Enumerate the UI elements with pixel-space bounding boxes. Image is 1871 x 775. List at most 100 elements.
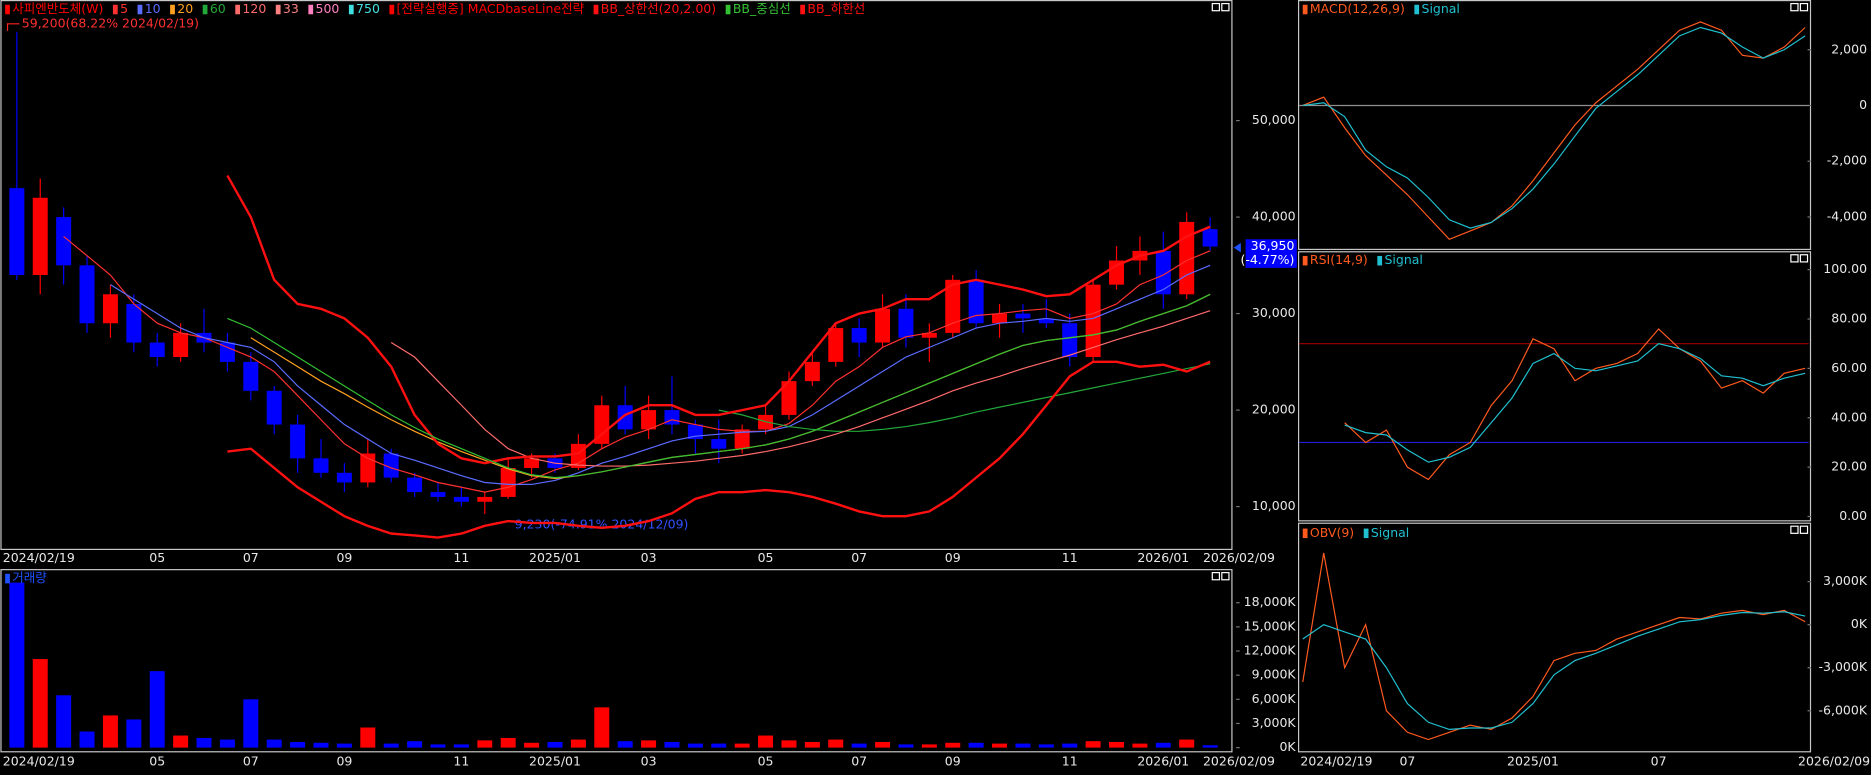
y-tick-label: 10,000 [1252, 498, 1296, 513]
candle-body [968, 279, 984, 324]
candle-body [453, 496, 469, 502]
candle-body [477, 496, 493, 502]
legend-swatch [137, 4, 143, 15]
icon[interactable] [1221, 572, 1230, 581]
volume-bar [266, 739, 282, 748]
volume-bar [945, 742, 961, 748]
legend-swatch [202, 4, 208, 15]
last-change: (-4.77%) [1240, 252, 1294, 267]
candle-body [290, 424, 306, 459]
line-series [718, 363, 1211, 432]
last-price: 36,950 [1251, 238, 1295, 253]
volume-bar [56, 695, 72, 748]
x-tick-label: 11 [1062, 753, 1078, 768]
candle-body [313, 458, 329, 473]
volume-bar [500, 737, 516, 748]
legend-label: 10 [145, 1, 161, 16]
y-tick-label: 100.00 [1823, 261, 1867, 276]
volume-bar [781, 740, 797, 748]
volume-bar [383, 743, 399, 748]
volume-bar [1179, 739, 1195, 748]
line-series [1302, 552, 1806, 741]
legend-swatch [1377, 255, 1383, 266]
volume-bar [617, 741, 633, 748]
obv-panel [1298, 522, 1812, 753]
rsi-panel [1298, 251, 1812, 522]
icon[interactable] [1790, 254, 1799, 263]
x-tick-label: 2026/01 [1137, 550, 1189, 565]
volume-bar [921, 744, 937, 748]
legend-swatch [1302, 255, 1308, 266]
y-tick-label: -3,000K [1819, 659, 1868, 674]
candle-body [617, 405, 633, 430]
volume-bar [570, 739, 586, 748]
price-box [1245, 239, 1297, 268]
icon[interactable] [1790, 525, 1799, 534]
icon[interactable] [1799, 525, 1809, 534]
candle-body [875, 308, 891, 343]
x-tick-label: 2024/02/19 [3, 753, 75, 768]
icon[interactable] [1790, 2, 1799, 12]
y-tick-label: 2,000 [1831, 41, 1867, 56]
y-tick-label: 50,000 [1252, 112, 1296, 127]
y-tick-label: 0K [1851, 616, 1868, 631]
candle-body [219, 342, 235, 362]
x-tick-label: 07 [1651, 753, 1667, 768]
x-tick-label: 09 [945, 550, 961, 565]
volume-bar [453, 744, 469, 748]
y-tick-label: 18,000K [1244, 594, 1297, 609]
y-tick-label: 60.00 [1831, 360, 1867, 375]
line-series [1302, 611, 1806, 731]
volume-bar [828, 739, 844, 748]
icon[interactable] [1799, 254, 1809, 263]
volume-bar [992, 743, 1008, 748]
volume-bar [734, 743, 750, 748]
candle-body [383, 453, 399, 478]
x-tick-label: 2025/01 [529, 550, 581, 565]
annotation-bracket [6, 23, 20, 31]
candle-body [360, 453, 376, 483]
candle-body [524, 458, 540, 468]
icon[interactable] [1211, 2, 1221, 12]
candle-body [173, 332, 189, 358]
legend-label: RSI(14,9) [1310, 252, 1368, 267]
icon[interactable] [1211, 572, 1221, 581]
icon[interactable] [1799, 2, 1809, 12]
y-tick-label: 3,000K [1823, 573, 1868, 588]
legend-swatch [725, 4, 731, 15]
volume-bar [851, 743, 867, 748]
y-tick-label: 40,000 [1252, 209, 1296, 224]
y-tick-label: 40.00 [1831, 409, 1867, 424]
candle-body [32, 197, 48, 275]
volume-bar [641, 740, 657, 748]
legend-label: 거래량 [12, 570, 47, 585]
candle-body [56, 217, 72, 266]
legend-swatch [1302, 528, 1308, 539]
volume-bar [664, 741, 680, 748]
candle-body [102, 294, 118, 324]
y-tick-label: 12,000K [1244, 643, 1297, 658]
x-tick-label: 07 [1399, 753, 1415, 768]
x-tick-label: 2024/02/19 [1300, 753, 1372, 768]
x-tick-label: 2024/02/19 [3, 550, 75, 565]
y-tick-label: -6,000K [1819, 702, 1868, 717]
legend-label: 5 [120, 1, 128, 16]
legend-label: BB_하한선 [807, 1, 865, 16]
legend-swatch [275, 4, 281, 15]
legend-swatch [112, 4, 118, 15]
candle-body [594, 405, 610, 444]
line-series [226, 175, 1211, 465]
candle-body [851, 328, 867, 343]
candle-body [243, 361, 259, 391]
candle-body [781, 381, 797, 415]
x-tick-label: 07 [243, 753, 259, 768]
x-tick-label: 05 [149, 753, 165, 768]
x-tick-label: 03 [641, 550, 657, 565]
volume-bar [875, 741, 891, 748]
volume-panel [0, 569, 1233, 753]
icon[interactable] [1221, 2, 1230, 12]
x-tick-label: 07 [243, 550, 259, 565]
y-tick-label: 9,000K [1252, 667, 1297, 682]
volume-bar [1015, 743, 1031, 748]
